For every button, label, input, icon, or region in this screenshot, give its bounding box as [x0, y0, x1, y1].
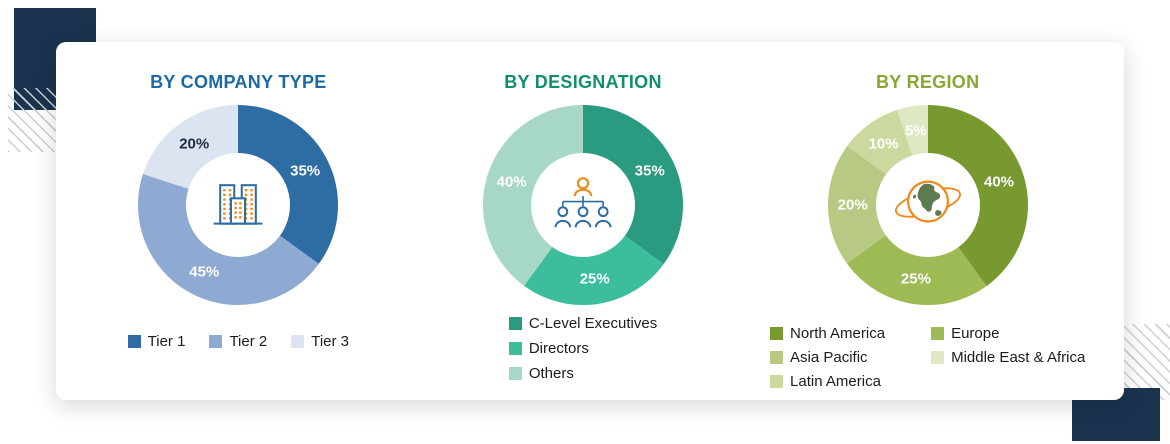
segment-percent-label: 10%: [868, 135, 899, 153]
donut-center: [875, 153, 980, 257]
segment-percent-label: 45%: [189, 263, 220, 281]
donut-center: [186, 153, 291, 257]
legend-swatch: [770, 351, 784, 364]
legend-swatch: [291, 335, 305, 348]
legend-label: Directors: [528, 340, 589, 357]
legend-company-type: Tier 1 Tier 2 Tier 3: [127, 333, 349, 350]
legend-item: Others: [508, 365, 657, 382]
segment-percent-label: 20%: [837, 196, 868, 214]
legend-label: C-Level Executives: [528, 315, 658, 332]
legend-item: Tier 3: [291, 333, 349, 350]
donut-region: 40% 25% 20% 10% 5%: [827, 105, 1028, 305]
legend-swatch: [508, 367, 522, 380]
legend-label: Tier 3: [311, 333, 350, 350]
segment-percent-label: 35%: [634, 162, 665, 180]
chart-title: BY DESIGNATION: [504, 72, 662, 92]
legend-item: Middle East & Africa: [931, 349, 1085, 366]
segment-percent-label: 20%: [179, 135, 210, 153]
legend-swatch: [508, 342, 522, 355]
legend-label: Latin America: [790, 373, 881, 390]
legend-swatch: [931, 351, 945, 364]
chart-designation: BY DESIGNATION: [411, 68, 756, 400]
buildings-icon: [208, 173, 268, 238]
legend-swatch: [770, 375, 784, 388]
legend-item: Europe: [931, 325, 1085, 342]
segment-percent-label: 40%: [983, 173, 1015, 191]
legend-label: Tier 2: [229, 333, 268, 350]
segment-percent-label: 25%: [579, 270, 610, 288]
segment-percent-label: 5%: [905, 122, 927, 140]
legend-item: C-Level Executives: [508, 315, 658, 332]
legend-swatch: [127, 335, 141, 348]
org-chart-icon: [550, 175, 616, 235]
chart-region: BY REGION 40% 25% 20% 10% 5% North: [755, 68, 1100, 400]
decoration-stripes-top-left: [8, 88, 64, 152]
chart-company-type: BY COMPANY TYPE: [66, 68, 411, 400]
legend-item: Asia Pacific: [770, 349, 885, 366]
legend-swatch: [508, 317, 522, 330]
donut-center: [531, 153, 635, 257]
legend-item: Tier 2: [209, 333, 267, 350]
legend-label: Others: [528, 365, 574, 382]
globe-icon: [892, 172, 964, 238]
legend-swatch: [931, 327, 945, 340]
legend-item: Directors: [508, 340, 657, 357]
legend-label: North America: [790, 325, 886, 342]
chart-title: BY COMPANY TYPE: [150, 72, 327, 92]
legend-label: Europe: [951, 325, 1000, 342]
legend-label: Asia Pacific: [790, 349, 868, 366]
segment-percent-label: 35%: [290, 162, 321, 180]
legend-item: Latin America: [770, 373, 885, 390]
chart-title: BY REGION: [875, 72, 980, 92]
donut-designation: 35% 25% 40%: [483, 105, 683, 305]
segment-percent-label: 40%: [496, 173, 527, 191]
donut-company-type: 35% 45% 20%: [138, 105, 339, 305]
charts-card: BY COMPANY TYPE: [56, 42, 1124, 400]
legend-label: Tier 1: [147, 333, 186, 350]
legend-item: North America: [770, 325, 885, 342]
legend-item: Tier 1: [127, 333, 186, 350]
segment-percent-label: 25%: [900, 270, 931, 288]
legend-swatch: [770, 327, 784, 340]
legend-region: North America Asia Pacific Latin America Eu…: [770, 325, 1085, 390]
legend-swatch: [209, 335, 223, 348]
legend-designation: C-Level Executives Directors Others: [508, 315, 658, 382]
legend-label: Middle East & Africa: [951, 349, 1086, 366]
